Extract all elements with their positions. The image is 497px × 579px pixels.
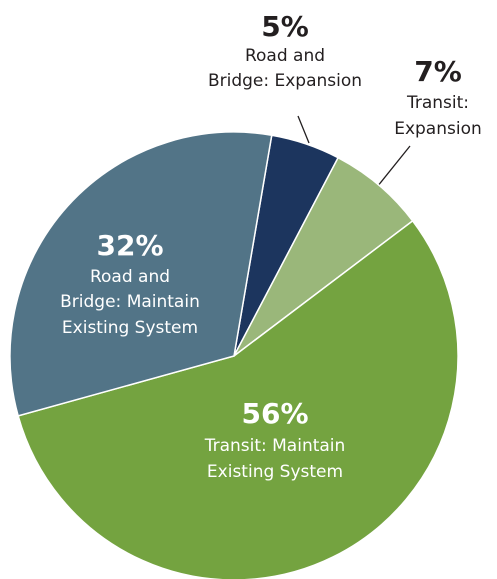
label-line: Transit:	[406, 93, 469, 113]
label-line: Expansion	[394, 119, 482, 139]
category-label: Road and Bridge: Maintain Existing System	[60, 267, 200, 338]
category-label: Road and Bridge: Expansion	[208, 46, 362, 91]
label-line: Transit: Maintain	[204, 436, 346, 456]
label-line: Road and	[245, 46, 325, 66]
category-label: Transit: Expansion	[394, 93, 482, 139]
value-label: 7%	[414, 55, 462, 88]
value-label: 5%	[261, 10, 309, 43]
label-line: Road and	[90, 267, 170, 287]
value-label: 56%	[241, 397, 308, 430]
leader-line	[376, 145, 411, 188]
label-line: Bridge: Maintain	[60, 292, 200, 312]
label-line: Bridge: Expansion	[208, 71, 362, 91]
label-line: Existing System	[207, 462, 343, 482]
leader-line	[297, 115, 310, 144]
label-line: Existing System	[62, 318, 198, 338]
value-label: 32%	[96, 229, 163, 262]
pie-slice	[9, 131, 273, 417]
category-label: Transit: Maintain Existing System	[204, 436, 346, 482]
pie-slice	[17, 219, 459, 579]
